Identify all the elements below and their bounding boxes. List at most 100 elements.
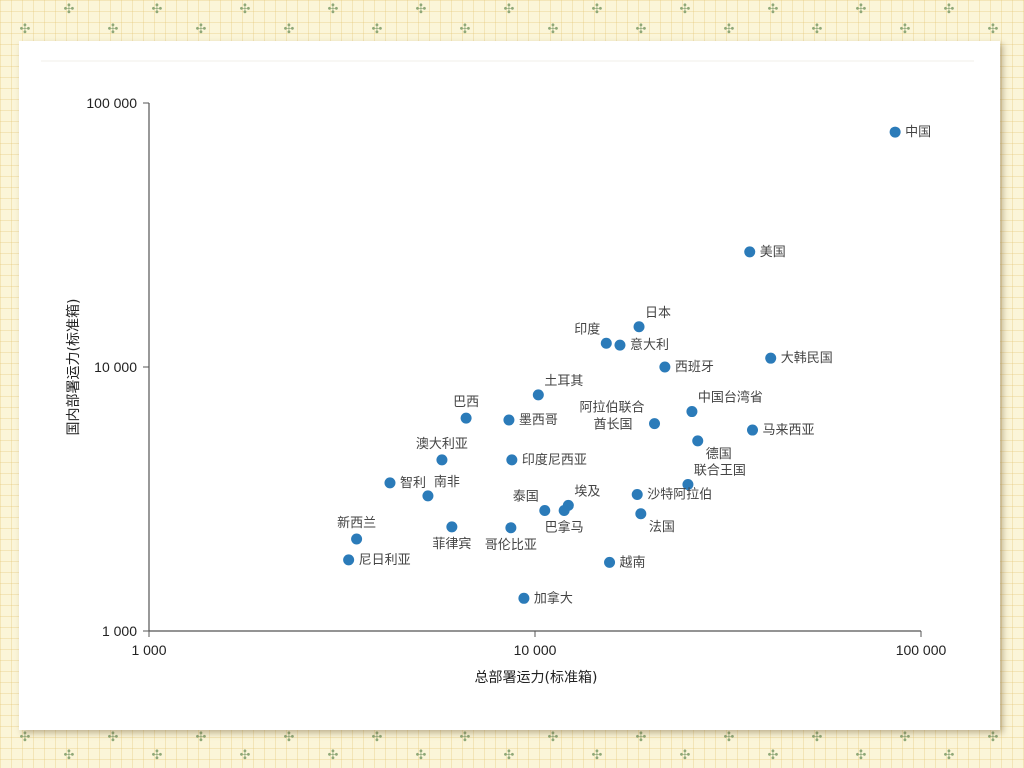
point-marker xyxy=(635,508,647,520)
point-marker xyxy=(747,424,759,436)
point-label: 哥伦比亚 xyxy=(485,538,537,553)
point-marker xyxy=(503,414,515,426)
data-point: 中国 xyxy=(889,125,931,140)
clover-decoration-icon: ✣ xyxy=(107,21,119,36)
point-label: 联合王国 xyxy=(694,463,746,478)
point-label: 西班牙 xyxy=(675,360,714,375)
clover-decoration-icon: ✣ xyxy=(239,1,251,16)
point-marker xyxy=(558,505,570,517)
clover-decoration-icon: ✣ xyxy=(371,729,383,744)
y-tick-label: 100 000 xyxy=(86,95,137,111)
point-marker xyxy=(532,389,544,401)
data-point: 巴西 xyxy=(453,395,479,424)
point-marker xyxy=(744,246,756,258)
data-point: 美国 xyxy=(744,245,786,260)
point-marker xyxy=(889,126,901,138)
clover-decoration-icon: ✣ xyxy=(63,1,75,16)
clover-decoration-icon: ✣ xyxy=(415,747,427,762)
clover-decoration-icon: ✣ xyxy=(723,21,735,36)
clover-decoration-icon: ✣ xyxy=(635,21,647,36)
point-label: 南非 xyxy=(434,474,460,490)
data-point: 日本 xyxy=(633,306,671,333)
data-point: 泰国 xyxy=(513,490,551,517)
data-point: 联合王国 xyxy=(682,463,746,490)
point-label: 埃及 xyxy=(574,484,600,499)
point-label: 中国 xyxy=(905,125,931,140)
x-tick-label: 1 000 xyxy=(131,642,166,658)
point-label: 巴西 xyxy=(453,395,479,410)
clover-decoration-icon: ✣ xyxy=(723,729,735,744)
data-point: 南非 xyxy=(422,474,460,502)
data-point: 巴拿马 xyxy=(545,505,584,536)
point-marker xyxy=(539,505,551,517)
point-label: 菲律宾 xyxy=(432,536,471,552)
clover-decoration-icon: ✣ xyxy=(767,1,779,16)
data-point: 土耳其 xyxy=(532,374,583,401)
point-marker xyxy=(765,352,777,364)
data-point: 墨西哥 xyxy=(503,413,558,428)
point-label: 墨西哥 xyxy=(519,413,558,428)
clover-decoration-icon: ✣ xyxy=(19,21,31,36)
data-point: 加拿大 xyxy=(518,590,573,606)
point-marker xyxy=(506,454,518,466)
clover-decoration-icon: ✣ xyxy=(195,21,207,36)
data-point: 意大利 xyxy=(614,337,669,353)
clover-decoration-icon: ✣ xyxy=(327,1,339,16)
point-marker xyxy=(384,477,396,489)
point-label: 越南 xyxy=(620,554,646,570)
point-label: 加拿大 xyxy=(534,590,573,606)
data-point: 印度尼西亚 xyxy=(506,452,587,468)
clover-decoration-icon: ✣ xyxy=(151,1,163,16)
point-label: 新西兰 xyxy=(337,515,376,531)
point-marker xyxy=(351,533,363,545)
data-point: 中国台湾省 xyxy=(686,390,763,418)
clover-decoration-icon: ✣ xyxy=(283,21,295,36)
clover-decoration-icon: ✣ xyxy=(63,747,75,762)
point-marker xyxy=(631,488,643,500)
point-marker xyxy=(659,361,671,373)
y-tick-label: 1 000 xyxy=(102,623,137,639)
point-label: 中国台湾省 xyxy=(698,390,763,406)
x-tick-label: 10 000 xyxy=(514,642,557,658)
clover-decoration-icon: ✣ xyxy=(503,747,515,762)
data-point: 马来西亚 xyxy=(747,423,815,438)
data-point: 德国 xyxy=(692,435,732,462)
point-marker xyxy=(692,435,704,447)
point-label: 马来西亚 xyxy=(763,423,815,438)
clover-decoration-icon: ✣ xyxy=(503,1,515,16)
clover-decoration-icon: ✣ xyxy=(987,21,999,36)
clover-decoration-icon: ✣ xyxy=(327,747,339,762)
axes: 1 000 10 000 100 000 1 000 10 000 100 000 xyxy=(86,95,946,658)
point-label: 沙特阿拉伯 xyxy=(647,487,712,502)
point-marker xyxy=(649,418,661,430)
point-marker xyxy=(604,556,616,568)
point-marker xyxy=(614,339,626,351)
point-label: 法国 xyxy=(649,520,675,535)
point-marker xyxy=(682,478,694,490)
point-marker xyxy=(633,321,645,333)
point-label: 印度 xyxy=(574,321,600,337)
point-label: 印度尼西亚 xyxy=(522,452,587,468)
point-marker xyxy=(518,592,530,604)
data-point: 印度 xyxy=(574,321,612,349)
x-tick-label: 100 000 xyxy=(896,642,947,658)
clover-decoration-icon: ✣ xyxy=(943,1,955,16)
clover-decoration-icon: ✣ xyxy=(855,747,867,762)
clover-decoration-icon: ✣ xyxy=(547,21,559,36)
point-marker xyxy=(446,521,458,533)
point-label: 尼日利亚 xyxy=(359,553,411,568)
point-marker xyxy=(422,490,434,502)
clover-decoration-icon: ✣ xyxy=(679,1,691,16)
x-axis-title: 总部署运力(标准箱) xyxy=(475,670,598,686)
clover-decoration-icon: ✣ xyxy=(459,729,471,744)
point-label: 澳大利亚 xyxy=(416,436,468,452)
point-label: 智利 xyxy=(400,476,426,491)
point-marker xyxy=(343,554,355,566)
clover-decoration-icon: ✣ xyxy=(855,1,867,16)
clover-decoration-icon: ✣ xyxy=(459,21,471,36)
clover-decoration-icon: ✣ xyxy=(899,21,911,36)
clover-decoration-icon: ✣ xyxy=(547,729,559,744)
scatter-chart: 1 000 10 000 100 000 1 000 10 000 100 000 中国美… xyxy=(41,60,974,686)
clover-decoration-icon: ✣ xyxy=(591,1,603,16)
chart-card: 1 000 10 000 100 000 1 000 10 000 100 000 中国美… xyxy=(19,41,1000,730)
